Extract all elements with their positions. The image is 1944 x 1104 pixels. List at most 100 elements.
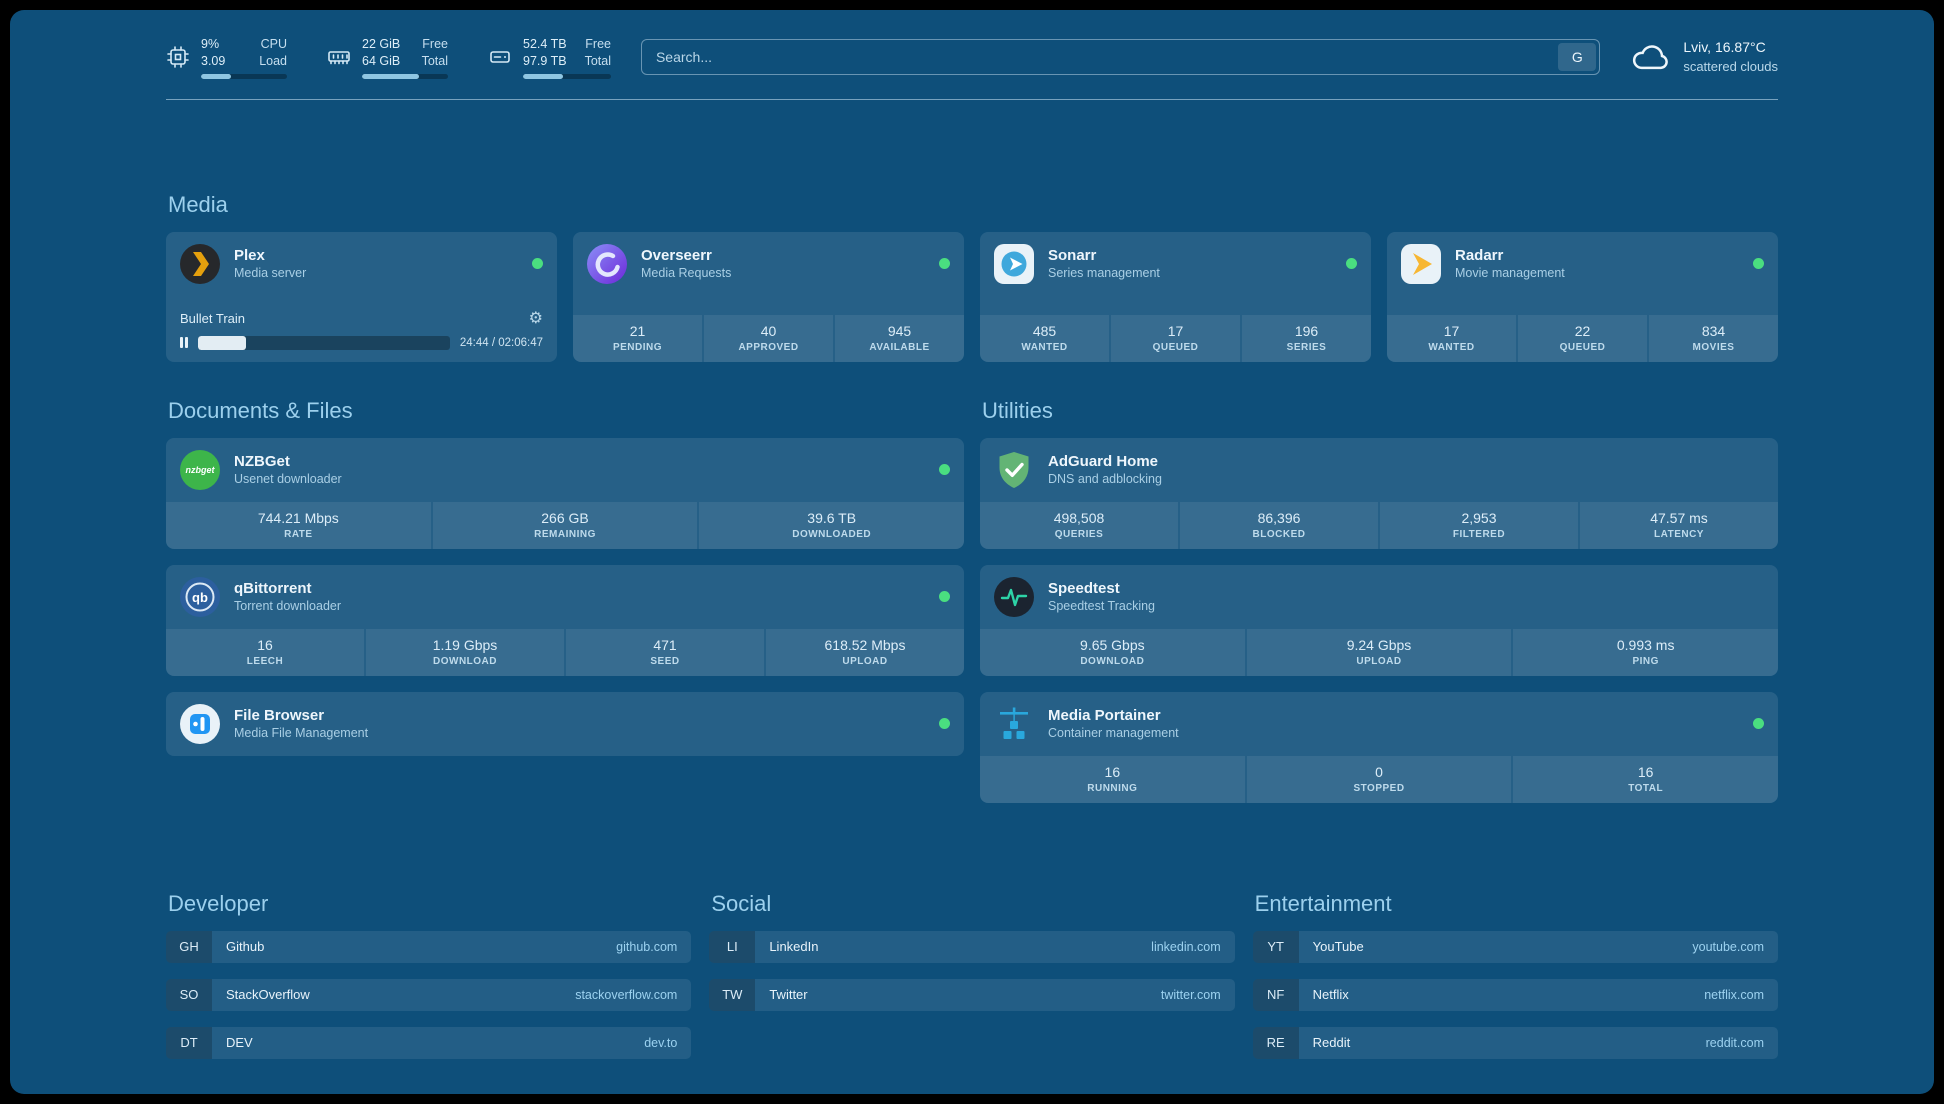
stat-latency: 47.57 ms LATENCY [1580,501,1778,549]
bookmark-name: Reddit [1312,1035,1351,1051]
service-card-qbittorrent[interactable]: qb qBittorrent Torrent downloader 16 LEE… [166,564,964,676]
bookmark-group-developer: Developer GH Github github.com SO StackO… [166,891,692,1075]
stat-rate: 744.21 Mbps RATE [166,501,431,549]
service-name: AdGuard Home [1048,452,1159,470]
memory-label-top: Free [422,37,448,51]
service-name: Media Portainer [1048,706,1161,724]
memory-text: 22 GiB 64 GiB Free Total [362,36,448,70]
service-card-adguard[interactable]: AdGuard Home DNS and adblocking 498,508 … [980,437,1778,549]
search-bar: G [640,39,1601,76]
service-subtitle: Movie management [1455,266,1565,281]
stat-series: 196 SERIES [1242,314,1371,362]
stat-value: 498,508 [1053,509,1105,526]
stat-ping: 0.993 ms PING [1513,628,1778,676]
service-subtitle: Speedtest Tracking [1048,599,1156,614]
stat-wanted: 485 WANTED [980,314,1109,362]
stat-filtered: 2,953 FILTERED [1380,501,1578,549]
service-card-speedtest[interactable]: Speedtest Speedtest Tracking 9.65 Gbps D… [980,564,1778,676]
portainer-header: Media Portainer Container management [980,692,1778,756]
status-dot [939,591,950,603]
cpu-label-top: CPU [260,37,287,51]
stat-download: 1.19 Gbps DOWNLOAD [366,628,564,676]
stat-value: 266 GB [541,509,589,526]
overseerr-header: Overseerr Media Requests [573,232,964,296]
disk-usage-fill [523,73,564,79]
bookmark-linkedin[interactable]: LI LinkedIn linkedin.com [709,930,1235,963]
stat-queries: 498,508 QUERIES [980,501,1178,549]
cpu-labels: CPU Load [259,36,287,70]
service-name: File Browser [234,706,325,724]
service-subtitle: Series management [1048,266,1160,281]
stat-label: LATENCY [1654,528,1704,540]
disk-usage-bar [523,73,611,79]
radarr-info: Radarr Movie management [1455,246,1565,282]
bookmark-stackoverflow[interactable]: SO StackOverflow stackoverflow.com [166,978,692,1011]
search-provider-button[interactable]: G [1558,43,1597,72]
memory-readout: 22 GiB 64 GiB Free Total [362,36,448,79]
nzbget-icon: nzbget [180,449,220,490]
disk-icon [488,45,512,69]
bookmark-dev[interactable]: DT DEV dev.to [166,1026,692,1059]
sonarr-header: Sonarr Series management [980,232,1371,296]
stat-label: WANTED [1021,341,1068,353]
bookmark-github[interactable]: GH Github github.com [166,930,692,963]
stat-value: 17 [1167,322,1184,339]
stat-seed: 471 SEED [566,628,764,676]
bookmark-url: stackoverflow.com [575,987,678,1002]
pause-icon[interactable] [180,337,188,349]
playback-row: 24:44 / 02:06:47 [180,335,543,350]
cpu-values: 9% 3.09 [201,36,225,70]
service-name: Overseerr [641,246,712,264]
stat-queued: 22 QUEUED [1518,314,1647,362]
stat-value: 618.52 Mbps [824,636,906,653]
search-input[interactable] [641,40,1559,75]
memory-icon [327,45,351,69]
bookmark-netflix[interactable]: NF Netflix netflix.com [1252,978,1778,1011]
stat-label: STOPPED [1353,782,1405,794]
disk-readout: 52.4 TB 97.9 TB Free Total [523,36,611,79]
service-subtitle: Usenet downloader [234,472,342,487]
service-card-plex[interactable]: Plex Media server Bullet Train ⚙ [166,231,557,362]
disk-labels: Free Total [585,36,611,70]
settings-gear-icon[interactable]: ⚙ [528,309,543,327]
radarr-icon [1401,243,1441,284]
filebrowser-info: File Browser Media File Management [234,706,368,742]
stat-value: 86,396 [1257,509,1301,526]
service-subtitle: Media server [234,266,307,281]
section-utilities: Utilities AdGuard Home DNS and adblockin… [980,398,1778,803]
service-card-radarr[interactable]: Radarr Movie management 17 WANTED 22 QUE… [1387,231,1778,362]
overseerr-icon [587,243,627,284]
bookmarks: Developer GH Github github.com SO StackO… [166,891,1778,1094]
bookmark-url: netflix.com [1704,987,1764,1002]
status-dot [532,258,543,270]
service-name: Radarr [1455,246,1504,264]
stat-label: MOVIES [1692,341,1735,353]
bookmark-url: linkedin.com [1151,939,1221,954]
overseerr-stats: 21 PENDING 40 APPROVED 945 AVAILABLE [573,314,964,362]
service-subtitle: Torrent downloader [234,599,342,614]
service-card-portainer[interactable]: Media Portainer Container management 16 … [980,691,1778,803]
bookmark-youtube[interactable]: YT YouTube youtube.com [1252,930,1778,963]
bookmark-name: DEV [226,1035,253,1051]
bookmark-name: StackOverflow [226,987,310,1003]
service-card-overseerr[interactable]: Overseerr Media Requests 21 PENDING 40 A… [573,231,964,362]
overseerr-info: Overseerr Media Requests [641,246,731,282]
playback-progress-fill [198,335,246,350]
cloud-icon [1630,37,1670,77]
service-card-nzbget[interactable]: nzbget NZBGet Usenet downloader 744.21 M… [166,437,964,549]
bookmark-name: Twitter [769,987,808,1003]
bookmark-twitter[interactable]: TW Twitter twitter.com [709,978,1235,1011]
service-card-filebrowser[interactable]: File Browser Media File Management [166,691,964,756]
stat-leech: 16 LEECH [166,628,364,676]
stat-label: QUEUED [1559,341,1606,353]
stat-movies: 834 MOVIES [1649,314,1778,362]
bookmark-abbr: RE [1252,1026,1299,1059]
documents-section-title: Documents & Files [168,397,353,423]
service-card-sonarr[interactable]: Sonarr Series management 485 WANTED 17 Q… [980,231,1371,362]
stat-pending: 21 PENDING [573,314,702,362]
documents-cards: nzbget NZBGet Usenet downloader 744.21 M… [166,437,964,756]
columns: Documents & Files nzbget NZBGet Usenet d… [166,398,1778,803]
qbittorrent-info: qBittorrent Torrent downloader [234,579,341,615]
bookmark-reddit[interactable]: RE Reddit reddit.com [1252,1026,1778,1059]
qbittorrent-stats: 16 LEECH 1.19 Gbps DOWNLOAD 471 SEED 6 [166,628,964,676]
